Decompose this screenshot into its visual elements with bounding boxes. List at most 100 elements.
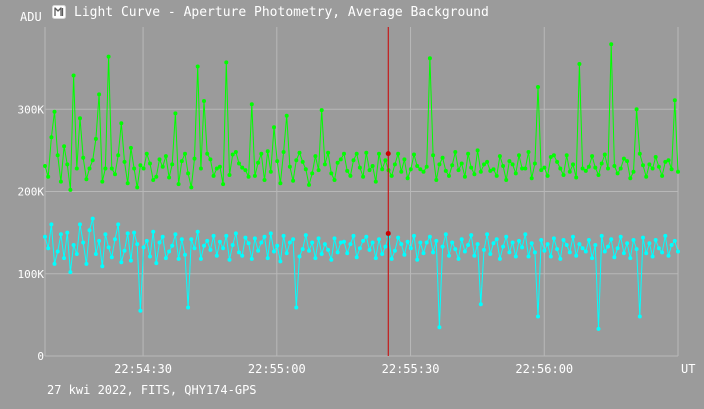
series-2-point xyxy=(135,242,140,247)
series-2-point xyxy=(612,255,617,260)
series-2-point xyxy=(590,256,595,261)
series-2-point xyxy=(615,246,620,251)
series-1-point xyxy=(249,102,254,107)
x-tick-label: 22:55:00 xyxy=(248,362,306,376)
series-1-point xyxy=(351,158,356,163)
series-2-point xyxy=(602,249,607,254)
series-2-point xyxy=(43,234,47,239)
series-1-point xyxy=(211,173,216,178)
series-2-point xyxy=(564,243,569,247)
series-2-point xyxy=(472,253,477,258)
series-1-point xyxy=(529,176,534,181)
series-1-point xyxy=(262,178,267,182)
series-1-point xyxy=(517,153,521,158)
series-1-point xyxy=(132,166,137,171)
series-1-point xyxy=(214,166,219,171)
series-1-point xyxy=(71,73,76,78)
series-2-point xyxy=(49,222,54,227)
series-2-point xyxy=(122,248,127,253)
series-1-point xyxy=(43,164,47,168)
series-2-point xyxy=(154,261,159,266)
series-1-point xyxy=(49,135,54,140)
series-1-point xyxy=(138,163,143,168)
series-2-point xyxy=(195,229,200,234)
series-2-point xyxy=(637,314,642,319)
series-2-point xyxy=(208,247,213,252)
series-2-point xyxy=(513,254,518,259)
series-2-point xyxy=(459,237,464,242)
series-1-point xyxy=(539,168,544,173)
series-1-point xyxy=(399,169,404,174)
series-1-point xyxy=(227,173,232,177)
series-1-point xyxy=(383,158,388,163)
series-1-point xyxy=(567,169,572,174)
series-1-point xyxy=(62,144,67,149)
series-2-point xyxy=(373,256,378,261)
series-2-point xyxy=(211,233,216,238)
series-1-point xyxy=(55,153,60,158)
series-2-point xyxy=(526,254,531,259)
series-1-point xyxy=(141,166,146,171)
series-2-point xyxy=(170,243,175,248)
series-2-point xyxy=(281,233,286,238)
series-1-point xyxy=(160,164,165,169)
series-1-point xyxy=(52,109,57,114)
chart-grid xyxy=(44,27,679,357)
series-2-point xyxy=(173,232,178,237)
series-2-point xyxy=(65,230,70,235)
series-2-point xyxy=(621,251,626,256)
series-1-point xyxy=(265,149,270,154)
series-2-point xyxy=(307,248,311,253)
series-2-point xyxy=(494,237,499,242)
series-2-point xyxy=(532,250,537,255)
series-1-point xyxy=(198,166,203,171)
series-1-point xyxy=(300,159,305,164)
chart-title: Light Curve - Aperture Photometry, Avera… xyxy=(74,4,489,20)
title-bar: Light Curve - Aperture Photometry, Avera… xyxy=(52,3,489,21)
series-1-point xyxy=(370,164,375,168)
series-2-point xyxy=(303,233,308,238)
series-1-point xyxy=(466,151,471,156)
series-2-point xyxy=(214,253,219,258)
series-2-point xyxy=(319,252,324,256)
series-1-point xyxy=(275,159,280,164)
series-2-point xyxy=(443,232,448,237)
series-1-point xyxy=(558,166,563,171)
series-1-point xyxy=(297,150,302,155)
series-2-point xyxy=(179,237,184,242)
series-2-point xyxy=(399,242,404,247)
series-2-point xyxy=(275,243,280,248)
series-2-point xyxy=(370,240,375,245)
series-1-point xyxy=(189,185,194,190)
series-2-point xyxy=(259,240,264,245)
series-1-point xyxy=(507,159,512,164)
series-1-point xyxy=(294,158,299,163)
series-1-point xyxy=(128,145,133,150)
x-tick-label: 22:54:30 xyxy=(114,362,172,376)
series-2-point xyxy=(625,241,630,246)
series-1-point xyxy=(348,173,353,178)
series-1-point xyxy=(415,164,420,168)
series-1-point xyxy=(536,85,540,89)
series-2-point xyxy=(447,253,451,258)
series-2-point xyxy=(116,222,121,227)
series-1-point xyxy=(373,179,378,184)
series-2-point xyxy=(192,246,197,251)
series-1-point xyxy=(437,162,442,167)
series-1-point xyxy=(329,171,334,176)
series-2-point xyxy=(660,250,665,255)
series-2-point xyxy=(424,240,429,245)
series-1-point xyxy=(259,151,264,156)
series-1-point xyxy=(144,151,149,156)
series-1-point xyxy=(377,151,381,156)
series-1-point xyxy=(224,60,229,65)
series-2-point xyxy=(574,253,579,258)
series-2-point xyxy=(628,256,633,261)
series-1-point xyxy=(179,159,184,164)
series-1-point xyxy=(119,121,124,126)
series-2-point xyxy=(618,234,623,239)
series-1-point xyxy=(462,174,467,179)
series-1-point xyxy=(93,136,98,141)
series-1-point xyxy=(310,171,315,176)
